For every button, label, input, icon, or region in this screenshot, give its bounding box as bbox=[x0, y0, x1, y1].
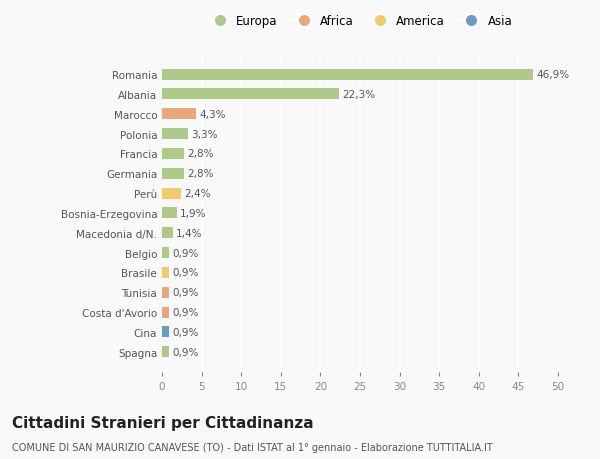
Bar bbox=[162, 129, 188, 140]
Text: 2,8%: 2,8% bbox=[187, 169, 214, 179]
Bar bbox=[162, 327, 169, 338]
Bar bbox=[162, 149, 184, 160]
Text: 2,4%: 2,4% bbox=[184, 189, 211, 199]
Text: 0,9%: 0,9% bbox=[172, 327, 199, 337]
Bar bbox=[162, 89, 338, 100]
Bar bbox=[162, 247, 169, 258]
Bar bbox=[162, 188, 181, 199]
Text: 2,8%: 2,8% bbox=[187, 149, 214, 159]
Text: 0,9%: 0,9% bbox=[172, 347, 199, 357]
Bar bbox=[162, 228, 173, 239]
Bar bbox=[162, 287, 169, 298]
Text: 3,3%: 3,3% bbox=[191, 129, 218, 139]
Text: 1,4%: 1,4% bbox=[176, 228, 203, 238]
Text: 22,3%: 22,3% bbox=[342, 90, 375, 100]
Bar bbox=[162, 109, 196, 120]
Text: 0,9%: 0,9% bbox=[172, 268, 199, 278]
Legend: Europa, Africa, America, Asia: Europa, Africa, America, Asia bbox=[203, 10, 517, 33]
Text: COMUNE DI SAN MAURIZIO CANAVESE (TO) - Dati ISTAT al 1° gennaio - Elaborazione T: COMUNE DI SAN MAURIZIO CANAVESE (TO) - D… bbox=[12, 442, 493, 452]
Bar bbox=[162, 267, 169, 278]
Text: 0,9%: 0,9% bbox=[172, 248, 199, 258]
Bar bbox=[162, 347, 169, 358]
Bar bbox=[162, 208, 177, 219]
Bar bbox=[162, 168, 184, 179]
Text: 0,9%: 0,9% bbox=[172, 308, 199, 317]
Text: Cittadini Stranieri per Cittadinanza: Cittadini Stranieri per Cittadinanza bbox=[12, 415, 314, 431]
Text: 46,9%: 46,9% bbox=[536, 70, 570, 80]
Bar bbox=[162, 69, 533, 80]
Text: 4,3%: 4,3% bbox=[199, 110, 226, 119]
Bar bbox=[162, 307, 169, 318]
Text: 1,9%: 1,9% bbox=[180, 208, 207, 218]
Text: 0,9%: 0,9% bbox=[172, 288, 199, 297]
